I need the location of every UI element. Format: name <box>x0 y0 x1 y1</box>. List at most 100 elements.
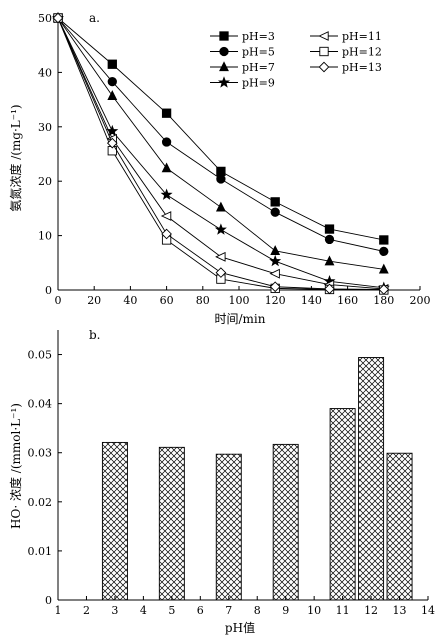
bar-ph-7 <box>215 453 242 601</box>
panel-b-y-tick-label: 0.04 <box>28 398 53 411</box>
panel-b-x-tick-label: 10 <box>307 604 321 617</box>
data-point-ph5 <box>270 207 280 217</box>
panel-a-x-tick-label: 160 <box>337 294 358 307</box>
bar-ph-3 <box>101 441 128 601</box>
data-point-ph11 <box>215 251 226 262</box>
panel-b-x-tick-label: 9 <box>282 604 289 617</box>
data-point-ph7 <box>107 90 118 100</box>
panel-b-bars <box>101 357 413 601</box>
data-point-ph9 <box>106 124 119 137</box>
data-point-ph3 <box>324 224 335 234</box>
data-point-ph7 <box>270 245 281 255</box>
panel-b-x-tick-label: 4 <box>140 604 147 617</box>
series-line-ph9 <box>57 17 384 289</box>
bar-ph-9 <box>272 443 299 601</box>
panel-b-x-tick-label: 3 <box>111 604 118 617</box>
data-point-ph11 <box>269 268 280 279</box>
data-point-ph13 <box>269 281 281 293</box>
panel-b-x-tick-label: 13 <box>393 604 407 617</box>
legend-label-ph11: pH=11 <box>342 30 382 43</box>
panel-a-y-tick-label: 50 <box>38 12 52 25</box>
panel-a-x-tick-label: 100 <box>229 294 250 307</box>
panel-b-x-tick-label: 1 <box>55 604 62 617</box>
bar-chart-panel-b: b. 1 2 3 4 5 6 7 8 9 10 11 12 13 1400.010.020.030.040… <box>8 328 435 635</box>
legend-marker-ph12 <box>319 46 329 57</box>
data-point-ph11 <box>160 211 172 221</box>
panel-b-y-axis-title: HO· 浓度 /(mmol·L⁻¹) <box>8 403 23 529</box>
panel-a-x-tick-label: 60 <box>160 294 174 307</box>
legend-marker-ph7 <box>219 61 229 72</box>
bar-ph-5 <box>158 446 185 601</box>
panel-a-series <box>52 11 390 295</box>
bar-ph-11 <box>329 408 356 601</box>
panel-b-x-tick-label: 7 <box>225 604 232 617</box>
data-point-ph13 <box>52 12 64 24</box>
bar-ph-13 <box>386 452 413 601</box>
data-point-ph13 <box>324 283 335 295</box>
panel-b-y-tick-label: 0 <box>45 594 52 607</box>
panel-a-y-axis-title: 氨氮浓度 /(mg·L⁻¹) <box>8 104 23 211</box>
legend-label-ph7: pH=7 <box>242 61 275 74</box>
data-point-ph13 <box>106 137 118 149</box>
panel-b-y-tick-label: 0.05 <box>28 349 53 362</box>
panel-b-x-axis-title: pH值 <box>225 620 255 635</box>
panel-a-x-tick-label: 140 <box>301 294 322 307</box>
data-point-ph5 <box>216 174 226 184</box>
panel-a-y-tick-label: 10 <box>38 230 52 243</box>
panel-a-label: a. <box>89 11 100 25</box>
panel-b-x-tick-label: 12 <box>364 604 378 617</box>
legend-marker-ph3 <box>219 31 229 41</box>
legend-marker-ph11 <box>318 31 329 41</box>
data-point-ph5 <box>161 137 172 147</box>
data-point-ph13 <box>161 228 172 240</box>
panel-b-x-tick-label: 2 <box>83 604 90 617</box>
legend-marker-ph13 <box>318 61 330 73</box>
panel-a-x-tick-label: 80 <box>196 294 210 307</box>
panel-b-label: b. <box>89 328 101 342</box>
panel-b-x-tick-label: 14 <box>421 604 435 617</box>
legend-label-ph5: pH=5 <box>242 46 275 59</box>
panel-a-x-tick-label: 120 <box>265 294 286 307</box>
panel-a-x-axis-title: 时间/min <box>215 312 266 326</box>
data-point-ph9 <box>269 254 282 267</box>
panel-a-x-tick-label: 40 <box>123 294 137 307</box>
panel-a-x-tick-label: 200 <box>410 294 431 307</box>
legend-marker-ph9 <box>218 76 230 88</box>
data-point-ph7 <box>324 255 335 266</box>
data-point-ph5 <box>379 246 389 257</box>
series-line-ph12 <box>57 17 384 291</box>
series-line-ph11 <box>57 17 384 290</box>
panel-b-y-tick-label: 0.03 <box>28 447 53 460</box>
legend-label-ph9: pH=9 <box>242 77 275 90</box>
data-point-ph7 <box>161 162 172 173</box>
panel-a-x-tick-label: 0 <box>55 294 62 307</box>
panel-a-y-tick-label: 40 <box>38 66 52 79</box>
panel-b-y-tick-label: 0.01 <box>28 545 53 558</box>
panel-a-y-tick-label: 20 <box>38 175 52 188</box>
bar-ph-12 <box>358 357 385 601</box>
legend-marker-ph5 <box>219 46 229 57</box>
data-point-ph3 <box>270 197 280 207</box>
panel-a-y-tick-label: 0 <box>45 284 52 297</box>
series-line-ph13 <box>57 17 384 290</box>
legend-label-ph3: pH=3 <box>242 30 275 43</box>
panel-b-y-tick-label: 0.02 <box>28 496 53 509</box>
panel-b-x-tick-label: 8 <box>254 604 261 617</box>
data-point-ph5 <box>324 234 335 245</box>
legend-label-ph13: pH=13 <box>342 61 382 74</box>
data-point-ph7 <box>215 201 226 212</box>
data-point-ph3 <box>161 108 172 118</box>
data-point-ph13 <box>215 267 227 278</box>
data-point-ph9 <box>160 188 173 200</box>
legend-label-ph12: pH=12 <box>342 46 382 59</box>
data-point-ph7 <box>378 263 389 274</box>
data-point-ph3 <box>107 59 117 69</box>
data-point-ph13 <box>378 284 390 295</box>
data-point-ph3 <box>216 166 226 177</box>
panel-a-x-tick-label: 180 <box>373 294 394 307</box>
panel-b-x-tick-label: 11 <box>336 604 350 617</box>
panel-a-y-tick-label: 30 <box>38 121 52 134</box>
data-point-ph5 <box>107 76 117 87</box>
